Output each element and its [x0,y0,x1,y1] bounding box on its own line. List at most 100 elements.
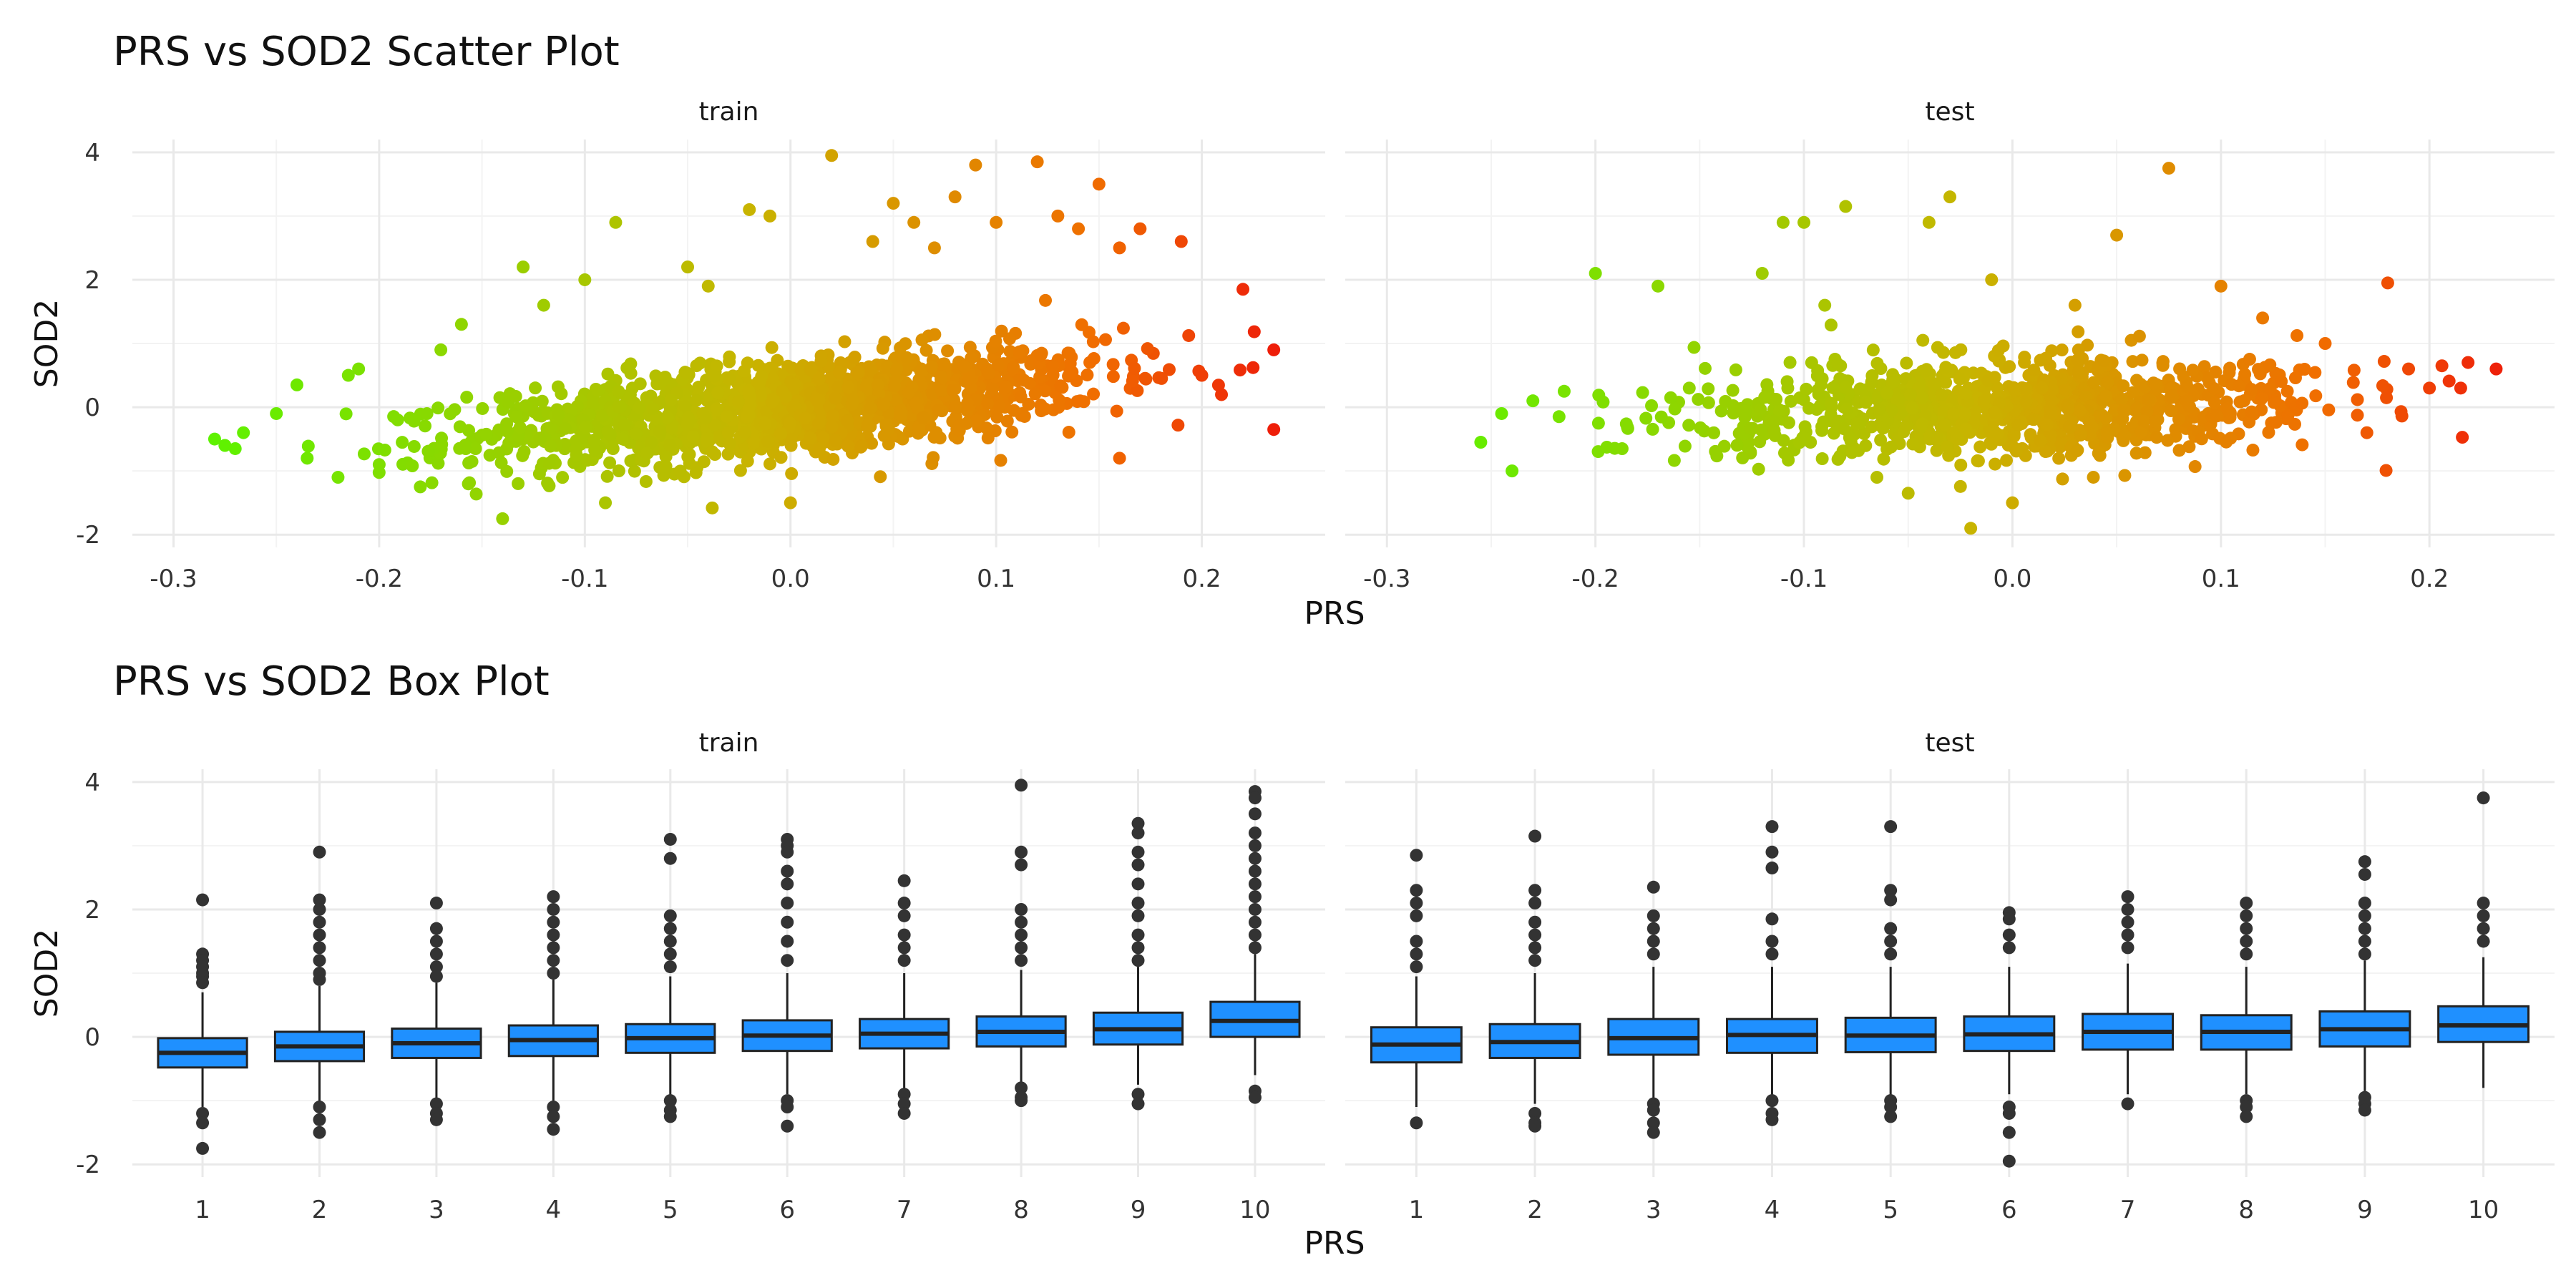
box-x-tick-label: 2 [312,1196,328,1224]
box-test-1 [1370,849,1463,1130]
scatter-point [1853,416,1867,430]
box-outlier [2002,928,2016,942]
scatter-point [2161,434,2175,447]
scatter-point [2255,392,2268,406]
box-outlier [1131,816,1145,830]
scatter-point [711,386,725,399]
box-outlier [1884,947,1898,961]
box-outlier [1646,935,1660,948]
scatter-point [1615,442,1629,456]
scatter-point [612,400,625,414]
scatter-point [1753,435,1767,449]
box-x-tick-label: 9 [1131,1196,1146,1224]
scatter-point [763,457,777,471]
scatter-point [396,436,409,449]
box-outlier [1528,897,1542,910]
scatter-point [899,337,912,351]
scatter-point [2346,376,2360,389]
scatter-point [479,427,493,441]
scatter-point [414,480,427,494]
scatter-point [2115,393,2129,406]
box-outlier [1646,909,1660,922]
scatter-point [1028,387,1042,401]
box-outlier [547,1123,560,1136]
box-outlier [313,941,326,955]
scatter-point [1714,404,1728,418]
scatter-point [301,439,315,453]
scatter-point [1092,177,1106,191]
scatter-point [352,362,366,376]
scatter-point [1646,422,1659,436]
box-outlier [1015,915,1028,929]
box-outlier [547,890,560,904]
scatter-point [301,452,314,465]
scatter-point [1034,348,1048,362]
scatter-x-tick-label: 0.0 [1993,565,2031,593]
scatter-point [2351,393,2364,406]
box-outlier [2240,947,2253,961]
scatter-point [847,351,861,365]
box-outlier [429,970,443,983]
scatter-point [1698,361,1712,375]
scatter-facet-label: train [699,97,759,127]
scatter-point [814,354,828,368]
scatter-point [537,298,550,312]
scatter-point [1831,357,1845,371]
scatter-point [544,421,557,434]
scatter-point [2462,356,2475,369]
scatter-x-tick-label: 0.0 [771,565,810,593]
box-outlier [1528,884,1542,897]
scatter-point [989,334,1002,348]
scatter-point [2137,414,2151,428]
box-outlier [1248,839,1262,852]
scatter-point [1768,429,1782,442]
box-outlier [1765,862,1779,875]
box-y-tick-label: 2 [84,896,100,924]
scatter-point [980,421,993,435]
box-outlier [897,909,911,922]
scatter-point [1506,464,1519,478]
scatter-point [681,411,695,424]
scatter-point [1758,391,1772,404]
scatter-point [2054,372,2068,386]
box-x-tick-label: 3 [429,1196,444,1224]
box-outlier [2240,922,2253,935]
box-outlier [429,960,443,974]
scatter-point [2197,360,2211,374]
box-x-tick-label: 6 [779,1196,795,1224]
scatter-point [2019,395,2033,409]
scatter-point [833,366,847,379]
scatter-point [1552,410,1566,424]
box-x-tick-label: 7 [897,1196,912,1224]
scatter-point [2308,366,2322,379]
box-x-axis-label: PRS [1304,1225,1365,1262]
scatter-point [1113,452,1126,465]
scatter-point [2046,393,2059,406]
box-outlier [1646,880,1660,894]
scatter-point [877,398,891,411]
scatter-y-tick-label: -2 [76,521,100,550]
scatter-point [1959,387,1973,401]
box-facet-label: train [699,728,759,758]
box-outlier [429,1097,443,1111]
box-outlier [2002,912,2016,926]
scatter-point [2056,472,2069,486]
scatter-point [2072,325,2085,338]
scatter-point [1075,318,1088,331]
box-outlier [1765,935,1779,948]
scatter-point [601,367,615,381]
box-outlier [781,864,794,878]
scatter-point [1065,365,1079,379]
scatter-point [2035,381,2049,395]
scatter-point [208,432,221,446]
box-outlier [1248,826,1262,840]
scatter-point [743,203,756,216]
scatter-point [804,431,817,445]
scatter-point [699,411,713,425]
box-x-tick-label: 8 [2238,1196,2254,1224]
scatter-y-tick-label: 0 [84,394,100,422]
box-test-8 [2200,897,2293,1123]
scatter-point [1719,394,1732,408]
scatter-point [1817,415,1830,429]
scatter-point [890,362,904,376]
